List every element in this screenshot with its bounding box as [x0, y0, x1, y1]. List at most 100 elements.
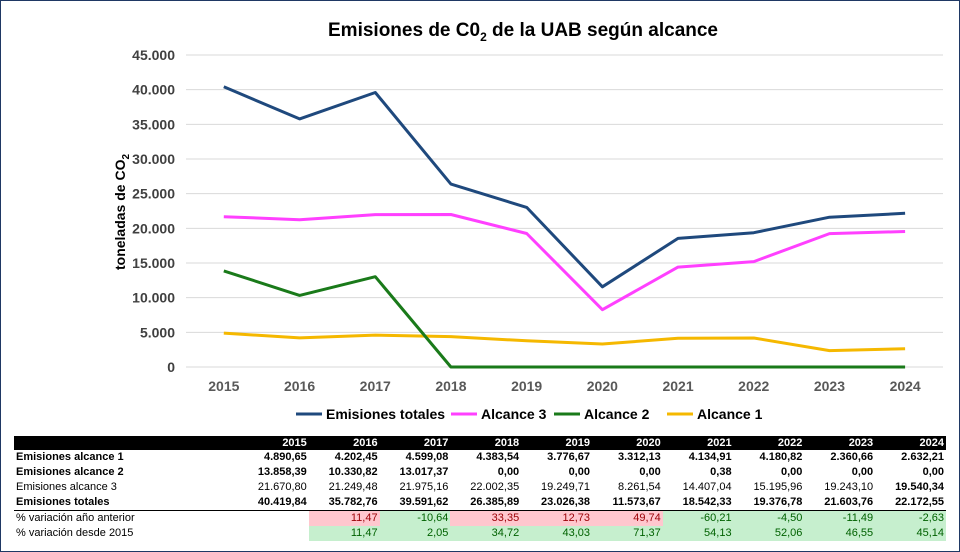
x-tick-label: 2020: [587, 378, 618, 394]
table-header-cell: 2018: [450, 436, 522, 450]
y-tick-label: 0: [167, 359, 175, 375]
table-cell: [238, 511, 309, 527]
table-cell: 21.603,76: [804, 495, 876, 511]
table-cell: 4.180,82: [759, 451, 803, 463]
table-cell: 0,00: [780, 466, 803, 478]
gridlines: [186, 54, 943, 368]
table-cell: 40.419,84: [238, 495, 309, 511]
x-tick-label: 2017: [360, 378, 391, 394]
table-cell: 0,38: [710, 466, 732, 478]
table-cell: 11,47: [308, 510, 380, 526]
series-line: [223, 85, 906, 289]
table-cell: 52,06: [733, 526, 805, 541]
row-label: Emisiones alcance 1: [16, 451, 124, 463]
table-header-cell: 2016: [308, 436, 380, 450]
table-cell: 4.383,54: [476, 451, 520, 463]
series-line: [223, 331, 906, 353]
table-cell: 19.376,78: [733, 495, 805, 511]
y-tick-label: 30.000: [132, 151, 175, 167]
y-tick-label: 15.000: [132, 255, 175, 271]
table-header-cell: [14, 436, 238, 450]
x-tick-label: 2015: [208, 378, 239, 394]
table-cell: 22.002,35: [470, 481, 520, 493]
table-cell: 0,00: [639, 466, 661, 478]
table-cell: 23.026,38: [521, 495, 592, 511]
table-row: % variación desde 2015 11,47 2,05 34,72 43,0…: [14, 526, 946, 541]
table-cell: 12,73: [521, 510, 592, 526]
chart-title: Emisiones de C02 de la UAB según alcance: [328, 20, 718, 44]
table-cell: 19.540,34: [895, 481, 944, 493]
x-axis-tick-labels: 2015 2016 2017 2018 2019 2020 2021 2022 2023 2024: [208, 378, 921, 394]
table-cell: 49,74: [591, 510, 663, 526]
table-cell: 21.975,16: [399, 481, 449, 493]
table-header-cell: 2023: [804, 436, 876, 450]
y-tick-label: 40.000: [132, 82, 175, 98]
x-tick-label: 2022: [738, 378, 769, 394]
table-header-row: 2015 2016 2017 2018 2019 2020 2021 2022 2023 2024: [14, 436, 946, 450]
table-cell: 45,14: [875, 526, 946, 541]
x-tick-label: 2021: [662, 378, 693, 394]
table-cell: 39.591,62: [379, 495, 451, 511]
table-cell: -60,21: [662, 510, 734, 526]
y-tick-label: 45.000: [132, 47, 175, 63]
row-label: % variación desde 2015: [16, 527, 134, 539]
y-tick-label: 20.000: [132, 220, 175, 236]
x-tick-label: 2019: [511, 378, 542, 394]
x-tick-label: 2016: [284, 378, 315, 394]
table-header-cell: 2017: [379, 436, 451, 450]
table-row: Emisiones alcance 3 21.670,80 21.249,48 21.…: [14, 480, 946, 495]
table-cell: 15.195,96: [753, 481, 803, 493]
row-label: Emisiones totales: [14, 495, 238, 511]
table-cell: 0,00: [922, 466, 944, 478]
table-cell: 2.360,66: [830, 451, 874, 463]
row-label: Emisiones alcance 3: [16, 481, 117, 493]
table-row: Emisiones alcance 2 13.858,39 10.330,82 13.…: [14, 465, 946, 480]
table-cell: 0,00: [568, 466, 590, 478]
table-header-cell: 2022: [733, 436, 805, 450]
table-cell: 21.670,80: [257, 481, 307, 493]
table-cell: 33,35: [450, 510, 522, 526]
table-cell: -11,49: [804, 510, 876, 526]
table-cell: 43,03: [521, 526, 592, 541]
legend-label: Alcance 3: [481, 406, 547, 422]
series-line: [223, 213, 906, 312]
series-lines: [223, 85, 906, 369]
table-cell: 22.172,55: [875, 495, 946, 511]
y-axis-tick-labels: 0 5.000 10.000 15.000 20.000 25.000 30.000 35.0…: [132, 47, 175, 375]
table-cell: 26.385,89: [450, 495, 522, 511]
line-chart: Emisiones de C02 de la UAB según alcance…: [112, 20, 943, 422]
y-tick-label: 35.000: [132, 116, 175, 132]
y-tick-label: 10.000: [132, 290, 175, 306]
table-cell: 21.249,48: [328, 481, 378, 493]
table-header-cell: 2020: [591, 436, 663, 450]
table-cell: 3.312,13: [617, 451, 661, 463]
table-cell: 34,72: [450, 526, 522, 541]
table-cell: -4,50: [733, 510, 805, 526]
table-cell: [238, 526, 309, 541]
table-cell: 0,00: [851, 466, 874, 478]
table-header-cell: 2021: [662, 436, 734, 450]
table-row: % variación año anterior 11,47 -10,64 33,35…: [14, 510, 946, 527]
table-header-cell: 2019: [521, 436, 592, 450]
x-tick-label: 2024: [890, 378, 921, 394]
table-cell: -2,63: [875, 510, 946, 526]
table-cell: 2.632,21: [901, 451, 944, 463]
table-cell: 46,55: [804, 526, 876, 541]
table-cell: 0,00: [497, 466, 520, 478]
table-cell: 18.542,33: [662, 495, 734, 511]
table-cell: 19.249,71: [541, 481, 590, 493]
table-cell: 4.134,91: [688, 451, 732, 463]
y-tick-label: 5.000: [140, 324, 175, 340]
table-header-cell: 2024: [875, 436, 946, 450]
table-row: Emisiones totales 40.419,84 35.782,76 39.59…: [14, 495, 946, 511]
table-cell: 2,05: [379, 526, 451, 541]
table-cell: 13.017,37: [399, 466, 449, 478]
table-cell: 13.858,39: [257, 466, 307, 478]
table-cell: 14.407,04: [682, 481, 732, 493]
legend-label: Emisiones totales: [326, 406, 445, 422]
row-label: Emisiones alcance 2: [16, 466, 124, 478]
x-tick-label: 2023: [814, 378, 845, 394]
table-cell: 8.261,54: [617, 481, 661, 493]
table-cell: 35.782,76: [308, 495, 380, 511]
table-cell: 11.573,67: [591, 495, 663, 511]
